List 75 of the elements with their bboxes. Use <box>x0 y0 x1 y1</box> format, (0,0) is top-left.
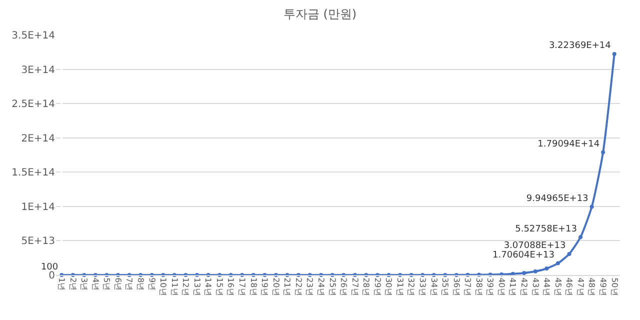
y-tick-label: 2.5E+14 <box>12 99 55 110</box>
x-tick-label: 7년 <box>124 278 134 291</box>
x-tick-label: 28년 <box>362 278 371 296</box>
x-tick-label: 48년 <box>587 278 596 296</box>
x-tick-label: 36년 <box>452 278 461 296</box>
x-tick-label: 47년 <box>576 278 585 296</box>
x-tick-label: 38년 <box>474 278 484 296</box>
x-tick-label: 39년 <box>486 278 495 296</box>
x-tick-label: 2년 <box>68 278 78 291</box>
x-tick-label: 41년 <box>508 278 518 296</box>
x-tick-label: 37년 <box>463 278 472 296</box>
data-label: 3.22369E+14 <box>548 41 612 52</box>
point <box>590 204 594 209</box>
x-tick-label: 33년 <box>418 278 427 296</box>
y-tick-label: 1.5E+14 <box>12 168 55 179</box>
x-tick-label: 1년 <box>57 278 66 291</box>
x-tick-label: 19년 <box>260 278 270 296</box>
y-tick-label: 3E+14 <box>21 64 55 76</box>
x-tick-label: 9년 <box>147 278 156 291</box>
x-tick-label: 3년 <box>80 278 89 291</box>
x-tick-label: 43년 <box>530 278 540 296</box>
point <box>567 252 572 256</box>
x-tick-label: 31년 <box>395 278 404 296</box>
data-label: 3.07088E+13 <box>504 241 566 252</box>
data-label: 100 <box>40 262 58 272</box>
point <box>522 270 526 275</box>
x-tick-label: 8년 <box>136 278 145 291</box>
x-tick-label: 21년 <box>282 278 292 296</box>
point <box>533 269 538 274</box>
point <box>612 52 616 56</box>
data-label: 1.79094E+14 <box>538 139 600 150</box>
point <box>544 266 549 270</box>
x-tick-label: 49년 <box>598 278 608 296</box>
x-tick-label: 16년 <box>226 278 236 296</box>
data-label: 9.94965E+13 <box>526 194 588 204</box>
x-tick-label: 22년 <box>294 278 303 296</box>
x-tick-label: 25년 <box>328 278 337 296</box>
x-tick-label: 45년 <box>553 278 562 296</box>
x-tick-label: 11년 <box>170 278 179 296</box>
point <box>578 235 583 240</box>
x-tick-label: 14년 <box>204 278 213 296</box>
data-label: 5.52758E+13 <box>515 224 578 234</box>
x-tick-label: 24년 <box>316 278 326 296</box>
x-tick-label: 34년 <box>429 278 438 296</box>
x-tick-label: 35년 <box>440 278 450 296</box>
x-tick-label: 50년 <box>610 278 619 296</box>
y-tick-label: 1E+14 <box>21 202 55 213</box>
y-tick-label: 5E+13 <box>21 236 55 248</box>
x-tick-label: 46년 <box>564 278 574 296</box>
x-tick-label: 32년 <box>406 278 416 296</box>
y-tick-label: 3.5E+14 <box>12 30 55 42</box>
x-tick-label: 26년 <box>339 278 348 296</box>
y-tick-label: 2E+14 <box>21 133 55 144</box>
chart-title: 투자금 (만원) <box>283 7 357 21</box>
x-tick-label: 29년 <box>372 278 382 296</box>
x-tick-label: 23년 <box>305 278 314 296</box>
x-tick-label: 4년 <box>90 278 100 291</box>
x-tick-label: 15년 <box>214 278 224 296</box>
x-tick-label: 44년 <box>542 278 552 296</box>
x-tick-label: 10년 <box>158 278 168 296</box>
x-tick-label: 6년 <box>113 278 122 291</box>
x-tick-label: 18년 <box>248 278 258 296</box>
y-tick-label: 0 <box>48 270 55 282</box>
x-tick-label: 5년 <box>102 278 112 291</box>
data-label: 1.70604E+13 <box>492 250 554 261</box>
x-tick-label: 12년 <box>181 278 190 296</box>
point <box>556 261 560 266</box>
x-tick-label: 20년 <box>271 278 280 296</box>
point <box>601 150 606 154</box>
x-tick-label: 40년 <box>496 278 506 296</box>
x-tick-label: 17년 <box>238 278 247 296</box>
x-tick-label: 13년 <box>192 278 202 296</box>
x-tick-label: 42년 <box>520 278 529 296</box>
x-tick-label: 27년 <box>350 278 360 296</box>
x-tick-label: 30년 <box>384 278 394 296</box>
